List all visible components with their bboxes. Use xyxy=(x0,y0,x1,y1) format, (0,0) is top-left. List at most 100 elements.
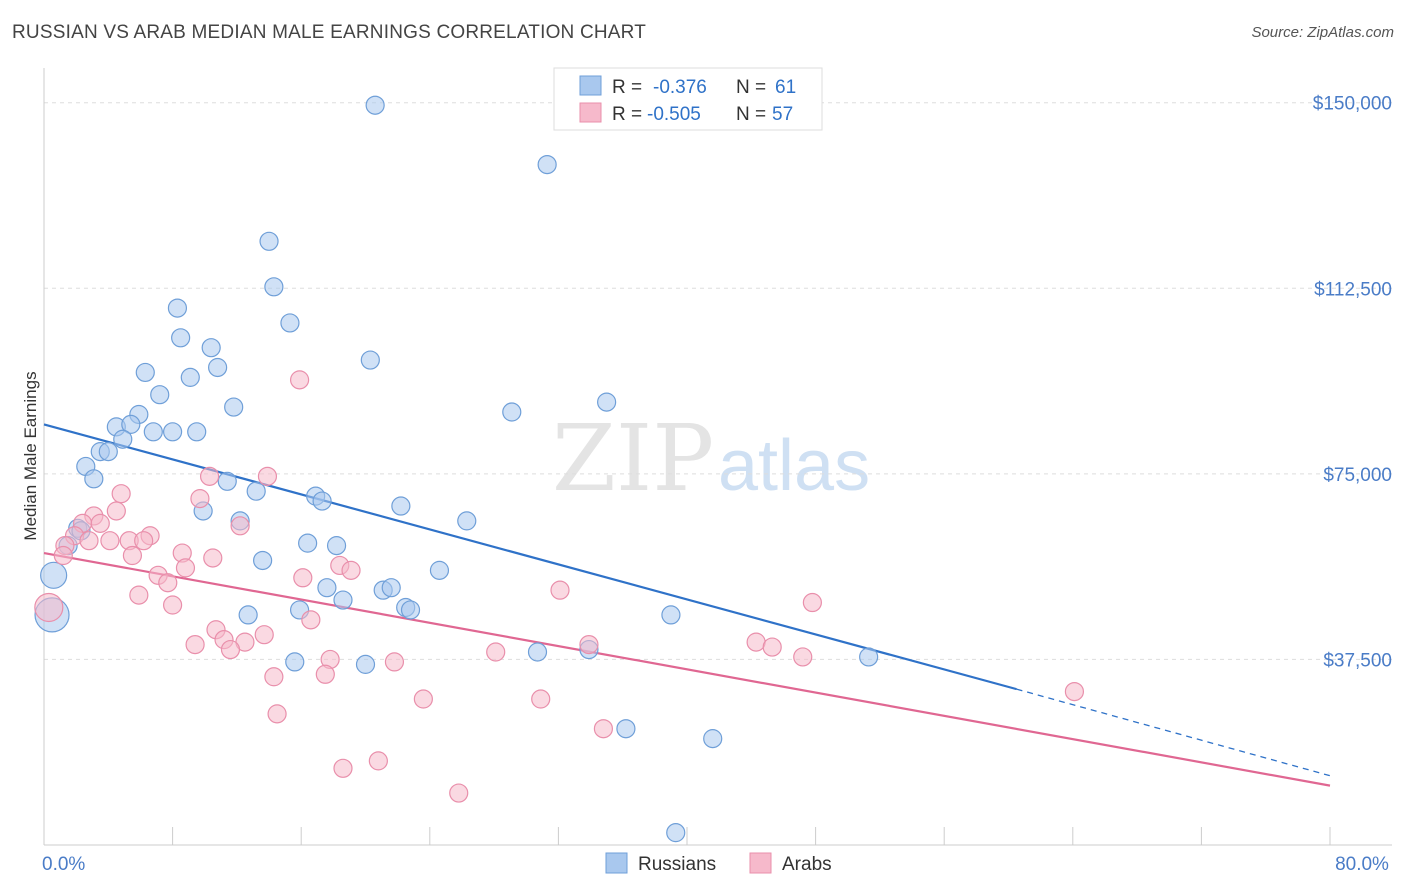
legend-r-value-russians: -0.376 xyxy=(653,77,707,98)
point-russians xyxy=(317,578,337,598)
point-russians xyxy=(429,560,450,580)
point-russians xyxy=(187,422,207,442)
point-arabs xyxy=(129,585,149,605)
point-russians xyxy=(40,561,68,589)
point-arabs xyxy=(413,689,433,709)
gridlines xyxy=(44,102,1392,660)
point-arabs xyxy=(199,466,220,486)
point-russians xyxy=(224,397,244,417)
point-arabs xyxy=(793,647,813,667)
point-arabs xyxy=(264,667,284,687)
legend-n-value-arabs: 57 xyxy=(772,104,793,125)
point-arabs xyxy=(175,558,196,578)
point-russians xyxy=(537,154,557,175)
point-russians xyxy=(527,642,548,662)
point-russians xyxy=(259,231,279,251)
point-arabs xyxy=(762,637,782,657)
point-arabs xyxy=(111,484,131,504)
point-russians xyxy=(703,729,723,749)
point-russians xyxy=(360,350,380,370)
point-russians xyxy=(238,605,258,625)
point-russians xyxy=(167,298,188,318)
point-arabs xyxy=(531,689,551,709)
point-arabs xyxy=(53,545,73,566)
x-tick-labels: 0.0% 80.0% xyxy=(42,854,1389,875)
point-arabs xyxy=(267,704,287,724)
point-arabs xyxy=(449,783,469,803)
point-russians xyxy=(98,442,118,462)
point-arabs xyxy=(384,652,405,672)
point-russians xyxy=(113,429,133,449)
point-arabs xyxy=(579,634,599,655)
point-russians xyxy=(180,367,200,387)
y-tick-labels: $37,500 $75,000 $112,500 $150,000 xyxy=(1313,94,1392,672)
point-arabs xyxy=(289,370,310,390)
point-arabs xyxy=(90,513,110,533)
y-tick-label: $150,000 xyxy=(1313,94,1392,115)
point-arabs xyxy=(203,548,223,568)
x-tick-label: 80.0% xyxy=(1335,854,1389,875)
source-label: Source: ZipAtlas.com xyxy=(1251,24,1394,41)
point-arabs xyxy=(802,592,822,613)
y-tick-label: $37,500 xyxy=(1323,650,1392,671)
legend-n-label-russians: N = xyxy=(736,77,766,98)
watermark-zip: ZIP xyxy=(552,405,714,512)
point-arabs xyxy=(341,560,361,580)
point-arabs xyxy=(79,531,99,551)
point-arabs xyxy=(106,501,126,521)
point-russians xyxy=(391,496,411,516)
point-russians xyxy=(355,654,376,674)
point-russians xyxy=(264,277,284,297)
legend: R = -0.376 N = 61 R = -0.505 N = 57 xyxy=(553,67,823,131)
point-russians xyxy=(616,719,636,739)
point-russians xyxy=(280,313,300,333)
point-russians xyxy=(333,590,353,610)
point-russians xyxy=(171,328,191,348)
bottom-legend-swatch-russians xyxy=(605,852,628,874)
point-russians xyxy=(661,605,681,625)
point-russians xyxy=(208,357,228,378)
point-russians xyxy=(143,422,163,442)
point-arabs xyxy=(257,466,278,486)
legend-r-label-arabs: R = xyxy=(612,104,642,125)
point-russians xyxy=(246,481,266,501)
legend-r-value-arabs: -0.505 xyxy=(647,104,701,125)
point-russians xyxy=(285,652,305,672)
point-russians xyxy=(150,385,170,405)
point-russians xyxy=(859,647,879,667)
data-points xyxy=(34,95,1085,843)
point-arabs xyxy=(34,592,64,623)
trendline-russians-extension xyxy=(1016,688,1331,777)
legend-n-label-arabs: N = xyxy=(736,104,766,125)
x-tick-label: 0.0% xyxy=(42,854,85,875)
legend-n-value-russians: 61 xyxy=(775,77,796,98)
point-arabs xyxy=(293,568,313,588)
y-tick-label: $75,000 xyxy=(1323,465,1392,486)
point-arabs xyxy=(746,632,766,652)
point-russians xyxy=(502,402,522,422)
trendline-arabs xyxy=(43,551,1331,787)
point-arabs xyxy=(134,531,154,551)
point-russians xyxy=(253,550,273,571)
point-arabs xyxy=(550,580,570,600)
point-arabs xyxy=(333,758,353,778)
point-arabs xyxy=(185,634,205,655)
point-russians xyxy=(400,600,421,620)
point-russians xyxy=(135,362,155,383)
point-arabs xyxy=(122,545,143,566)
point-russians xyxy=(121,414,141,434)
point-arabs xyxy=(254,625,274,645)
point-russians xyxy=(201,338,221,358)
point-russians xyxy=(217,471,237,491)
chart-title: RUSSIAN VS ARAB MEDIAN MALE EARNINGS COR… xyxy=(12,22,647,43)
point-russians xyxy=(381,578,401,598)
point-arabs xyxy=(1064,681,1085,702)
point-arabs xyxy=(100,531,120,551)
watermark-atlas: atlas xyxy=(718,426,870,506)
legend-r-label-russians: R = xyxy=(612,77,642,98)
legend-swatch-russians xyxy=(579,75,602,96)
point-arabs xyxy=(315,664,335,684)
watermark: ZIP atlas xyxy=(552,405,870,512)
point-russians xyxy=(84,469,104,489)
